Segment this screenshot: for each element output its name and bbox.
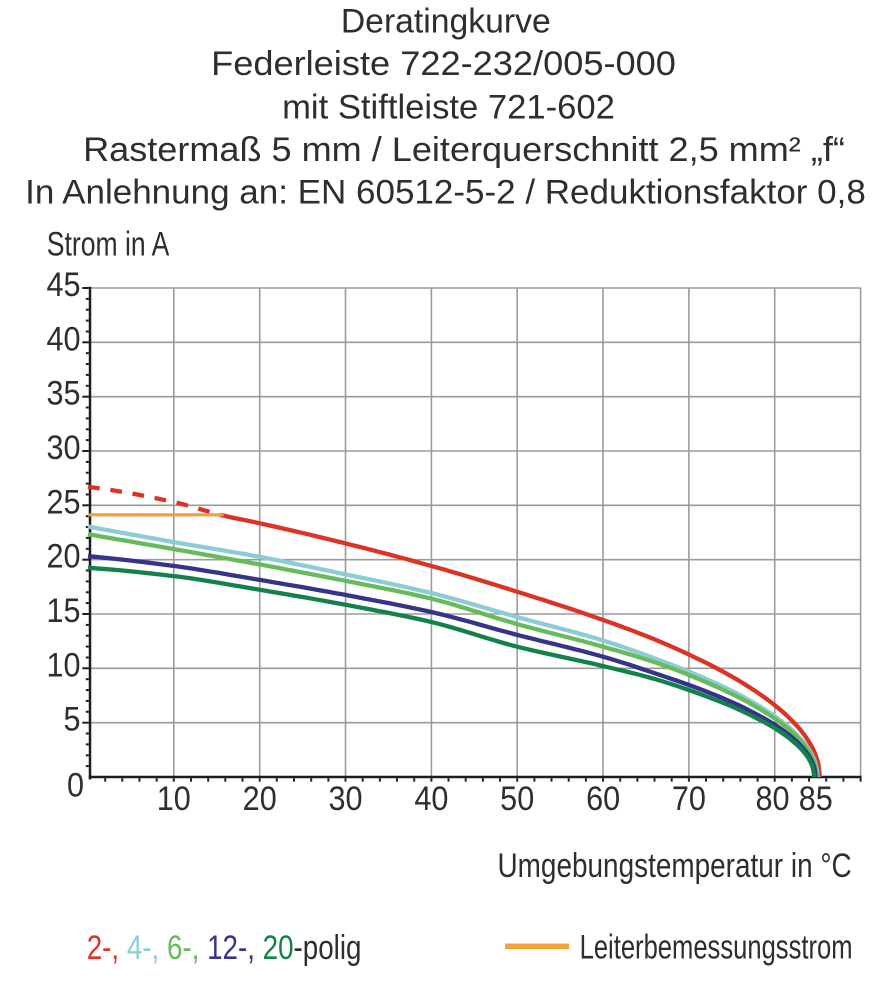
svg-text:Rastermaß 5 mm / Leiterquersch: Rastermaß 5 mm / Leiterquerschnitt 2,5 m… [83,131,845,169]
svg-text:85: 85 [799,780,833,818]
svg-text:40: 40 [414,780,448,818]
svg-text:Strom in A: Strom in A [47,225,170,263]
svg-text:Leiterbemessungsstrom: Leiterbemessungsstrom [580,929,853,966]
svg-text:0: 0 [67,766,84,804]
svg-text:Umgebungstemperatur in °C: Umgebungstemperatur in °C [498,847,852,885]
svg-text:Federleiste 722-232/005-000: Federleiste 722-232/005-000 [211,45,676,83]
svg-text:15: 15 [46,592,80,630]
svg-text:50: 50 [500,780,534,818]
svg-text:10: 10 [157,780,191,818]
svg-text:35: 35 [46,374,80,412]
svg-text:20: 20 [243,780,277,818]
svg-text:40: 40 [46,320,80,358]
svg-text:80: 80 [755,780,789,818]
svg-text:2-, 4-, 6-, 12-, 20-polig: 2-, 4-, 6-, 12-, 20-polig [87,928,362,966]
svg-text:25: 25 [46,483,80,521]
svg-text:30: 30 [46,429,80,467]
svg-text:Deratingkurve: Deratingkurve [341,2,551,40]
svg-text:mit Stiftleiste 721-602: mit Stiftleiste 721-602 [282,89,615,127]
svg-text:45: 45 [46,266,80,304]
svg-text:10: 10 [46,646,80,684]
svg-text:60: 60 [586,780,620,818]
svg-text:5: 5 [63,700,80,738]
svg-text:70: 70 [672,780,706,818]
svg-text:20: 20 [46,537,80,575]
svg-text:In Anlehnung an: EN 60512-5-2: In Anlehnung an: EN 60512-5-2 / Reduktio… [25,174,866,211]
svg-text:30: 30 [328,780,362,818]
